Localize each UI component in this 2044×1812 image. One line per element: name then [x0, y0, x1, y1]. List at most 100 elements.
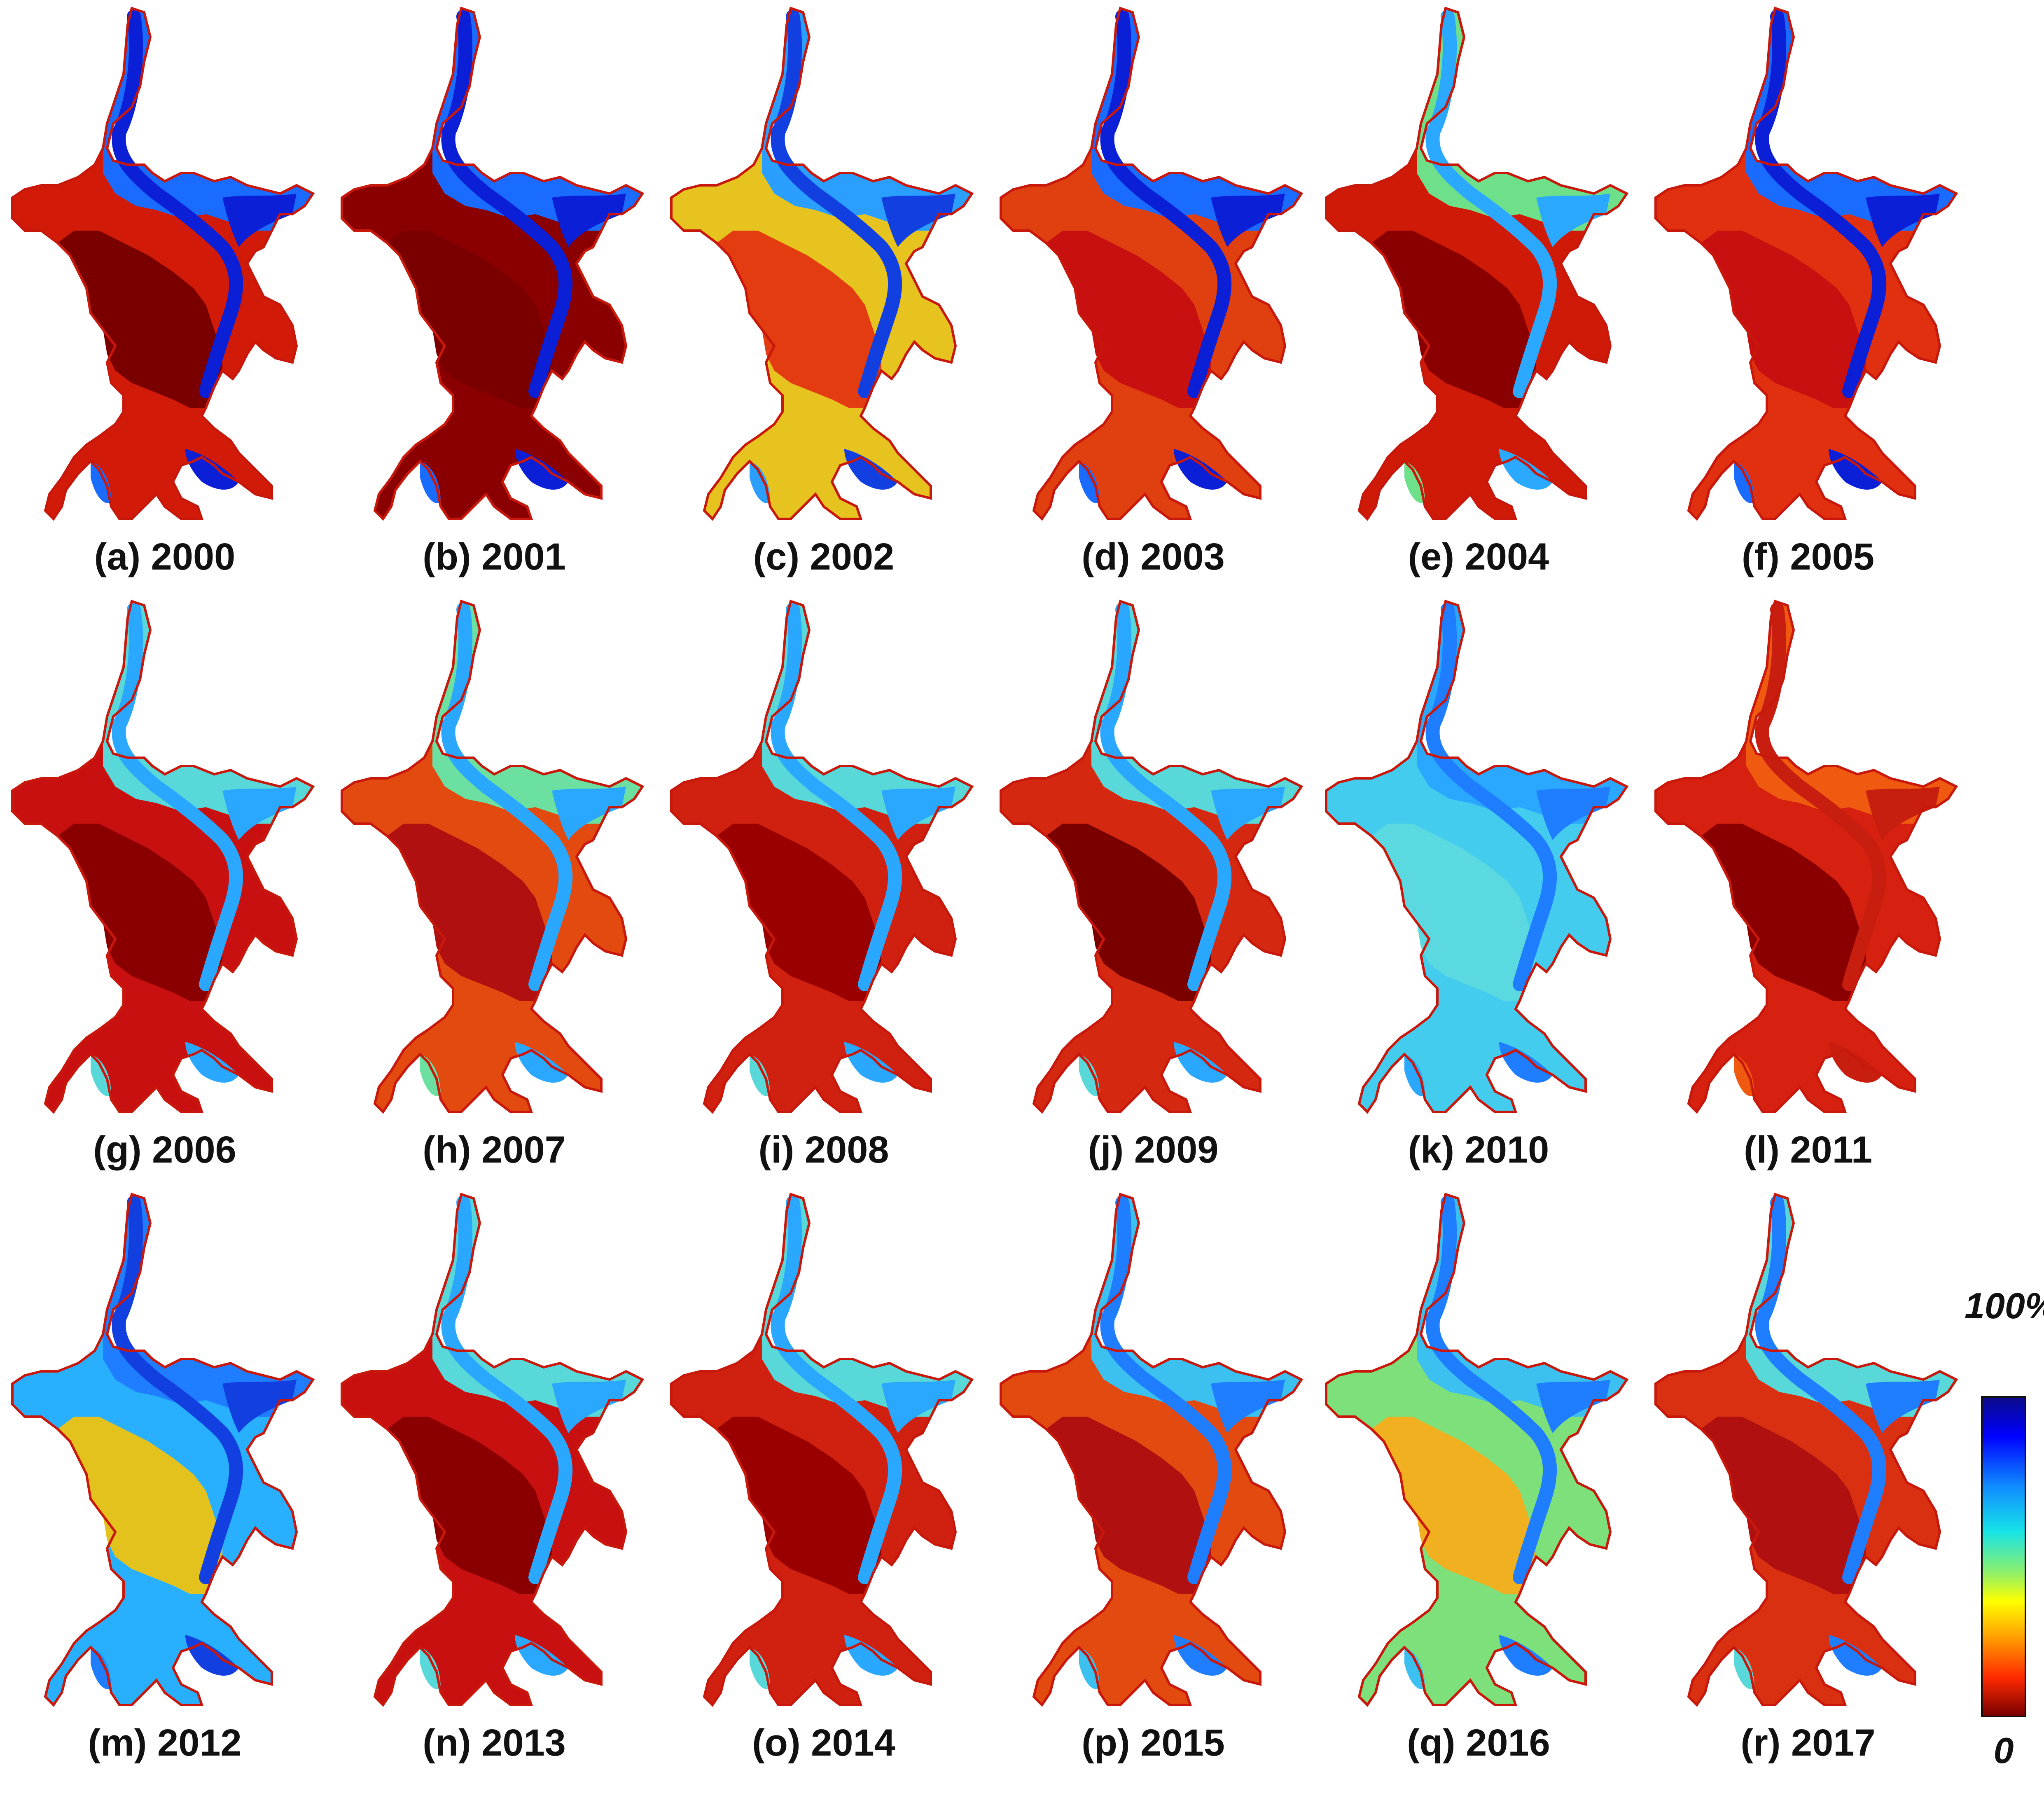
- southern-basin: [1371, 824, 1536, 1001]
- east-arm: [1211, 194, 1285, 247]
- southwest-lake: [750, 1054, 770, 1096]
- main-channel: [771, 1196, 902, 1584]
- reservoir-outline: [671, 1194, 972, 1705]
- map-panel: (e) 2004: [1322, 0, 1635, 593]
- east-arm: [1536, 787, 1610, 840]
- shoreline: [11, 1193, 315, 1707]
- panel-caption: (o) 2014: [752, 1722, 895, 1764]
- shoreline: [341, 7, 645, 521]
- reservoir-map: [670, 7, 974, 521]
- reservoir-map: [1325, 7, 1629, 521]
- reservoir-map: [1000, 1193, 1303, 1707]
- southwest-lake: [1734, 1054, 1754, 1096]
- main-channel: [441, 9, 573, 398]
- east-arm: [1536, 194, 1610, 247]
- reservoir-map: [1000, 600, 1303, 1114]
- reservoir-outline: [12, 8, 313, 519]
- reservoir-outline: [342, 601, 642, 1112]
- main-channel: [112, 1196, 243, 1584]
- reservoir-outline: [1326, 1194, 1627, 1705]
- map-panel: (j) 2009: [997, 593, 1310, 1186]
- map-panel: (n) 2013: [338, 1186, 651, 1779]
- reservoir-outline: [1001, 601, 1301, 1112]
- main-channel: [1100, 1196, 1232, 1584]
- east-arm: [552, 787, 626, 840]
- east-arm: [1536, 1380, 1610, 1433]
- colorbar-gradient: [1981, 1396, 2026, 1717]
- southern-basin: [387, 231, 552, 408]
- east-arm: [1211, 1380, 1285, 1433]
- panel-caption: (l) 2011: [1744, 1129, 1872, 1171]
- reservoir-outline: [671, 8, 972, 519]
- east-arm: [552, 1380, 626, 1433]
- main-channel: [1755, 1196, 1887, 1584]
- panel-caption: (h) 2007: [423, 1129, 566, 1171]
- map-panel: (f) 2005: [1652, 0, 1965, 593]
- reservoir-map: [341, 7, 645, 521]
- reservoir-outline: [1656, 601, 1956, 1112]
- reservoir-map: [1654, 1193, 1958, 1707]
- shoreline: [1654, 600, 1958, 1114]
- reservoir-map: [1000, 7, 1303, 521]
- shoreline: [1654, 7, 1958, 521]
- reservoir-map: [1325, 1193, 1629, 1707]
- reservoir-outline: [342, 8, 642, 519]
- main-channel: [441, 602, 573, 991]
- southwest-lake: [1404, 1054, 1425, 1096]
- southwest-lake: [420, 461, 441, 503]
- shoreline: [11, 600, 315, 1114]
- reservoir-outline: [1656, 1194, 1956, 1705]
- main-channel: [1425, 9, 1557, 398]
- southwest-lake: [750, 461, 770, 503]
- reservoir-outline: [671, 601, 972, 1112]
- map-panel: (p) 2015: [997, 1186, 1310, 1779]
- southern-basin: [58, 1417, 222, 1594]
- main-channel: [771, 9, 902, 398]
- panel-caption: (a) 2000: [94, 536, 236, 578]
- shoreline: [670, 600, 974, 1114]
- reservoir-map: [11, 1193, 315, 1707]
- main-channel: [441, 1196, 573, 1584]
- southern-basin: [1701, 824, 1866, 1001]
- map-panel: (i) 2008: [667, 593, 980, 1186]
- southwest-lake: [1079, 461, 1100, 503]
- panel-caption: (c) 2002: [753, 536, 895, 578]
- reservoir-outline: [342, 1194, 642, 1705]
- southern-basin: [1701, 231, 1866, 408]
- east-arm: [881, 787, 955, 840]
- southern-basin: [717, 1417, 881, 1594]
- reservoir-map: [1325, 600, 1629, 1114]
- panel-caption: (m) 2012: [88, 1722, 242, 1764]
- east-arm: [552, 194, 626, 247]
- reservoir-map: [11, 7, 315, 521]
- southwest-lake: [1404, 1647, 1425, 1689]
- reservoir-map: [341, 600, 645, 1114]
- shoreline: [670, 1193, 974, 1707]
- southern-basin: [1046, 231, 1211, 408]
- southwest-lake: [420, 1054, 441, 1096]
- reservoir-outline: [1656, 8, 1956, 519]
- east-arm: [1866, 1380, 1940, 1433]
- east-arm: [881, 194, 955, 247]
- main-channel: [771, 602, 902, 991]
- southern-basin: [717, 824, 881, 1001]
- southern-basin: [58, 824, 222, 1001]
- map-panel: (h) 2007: [338, 593, 651, 1186]
- map-panel: (r) 2017: [1652, 1186, 1965, 1779]
- map-panel: (l) 2011: [1652, 593, 1965, 1186]
- shoreline: [1325, 600, 1629, 1114]
- colorbar-min-label: 0: [1993, 1730, 2014, 1771]
- shoreline: [1325, 7, 1629, 521]
- east-arm: [222, 787, 297, 840]
- colorbar-max-label: 100%: [1965, 1285, 2044, 1326]
- map-panel: (a) 2000: [8, 0, 321, 593]
- main-channel: [1425, 1196, 1557, 1584]
- main-channel: [1755, 602, 1887, 991]
- panel-caption: (j) 2009: [1088, 1129, 1219, 1171]
- map-panel: (o) 2014: [667, 1186, 980, 1779]
- panel-caption: (b) 2001: [423, 536, 566, 578]
- shoreline: [1325, 1193, 1629, 1707]
- southern-basin: [1046, 1417, 1211, 1594]
- panel-caption: (i) 2008: [758, 1129, 889, 1171]
- map-panel: (k) 2010: [1322, 593, 1635, 1186]
